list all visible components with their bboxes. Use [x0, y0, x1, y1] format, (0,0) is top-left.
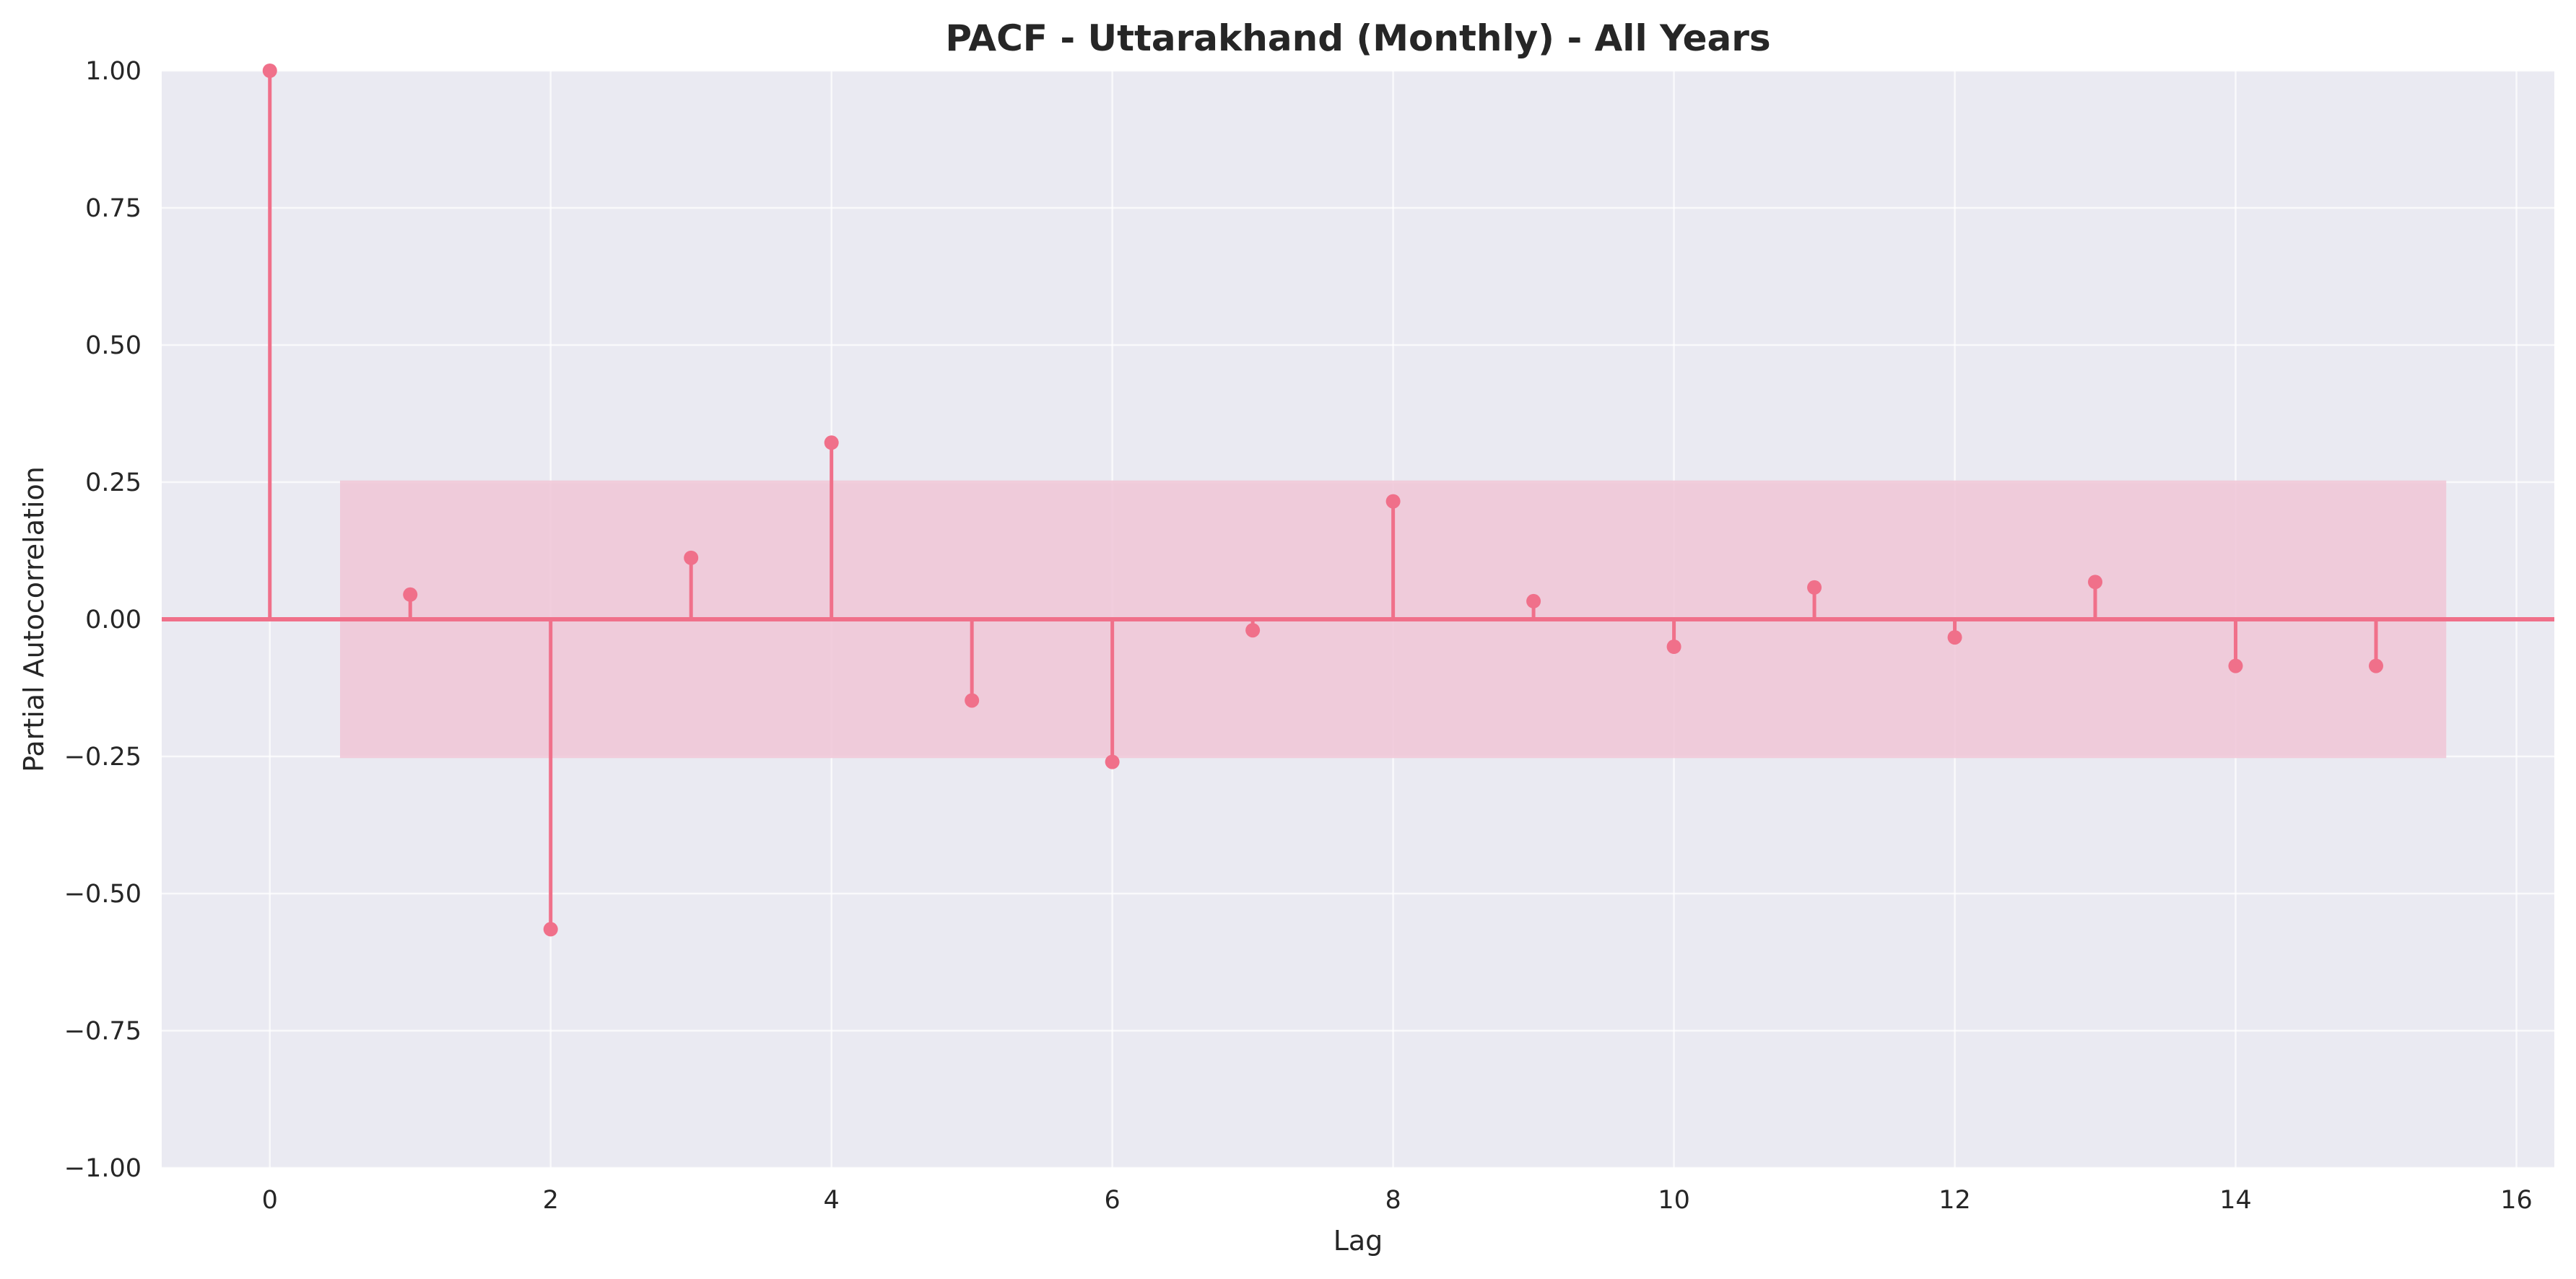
y-tick-label: −1.00 [64, 1154, 142, 1183]
marker-lag-4 [824, 435, 839, 450]
marker-lag-1 [403, 588, 417, 602]
x-tick-label: 16 [2500, 1186, 2533, 1215]
marker-lag-2 [544, 922, 558, 936]
y-tick-label: 1.00 [85, 57, 142, 86]
marker-lag-3 [684, 551, 698, 565]
marker-lag-5 [965, 693, 979, 707]
marker-lag-0 [263, 64, 277, 78]
x-tick-label: 14 [2219, 1186, 2252, 1215]
y-tick-label: −0.25 [64, 743, 142, 772]
x-tick-label: 6 [1105, 1186, 1121, 1215]
y-tick-label: 0.50 [85, 331, 142, 360]
marker-lag-7 [1245, 623, 1260, 637]
marker-lag-15 [2369, 659, 2383, 673]
y-tick-label: 0.00 [85, 606, 142, 634]
y-tick-label: 0.75 [85, 194, 142, 223]
y-tick-label: −0.50 [64, 880, 142, 909]
marker-lag-9 [1526, 594, 1541, 608]
marker-lag-14 [2229, 659, 2243, 673]
x-tick-label: 4 [824, 1186, 840, 1215]
x-tick-label: 10 [1658, 1186, 1690, 1215]
marker-lag-11 [1807, 580, 1822, 595]
marker-lag-13 [2088, 575, 2102, 589]
marker-lag-6 [1105, 755, 1120, 769]
marker-lag-8 [1386, 494, 1401, 509]
chart-title: PACF - Uttarakhand (Monthly) - All Years [945, 17, 1770, 59]
marker-lag-10 [1667, 640, 1681, 654]
y-axis-label: Partial Autocorrelation [18, 466, 50, 772]
x-tick-label: 0 [262, 1186, 278, 1215]
x-tick-label: 12 [1938, 1186, 1971, 1215]
x-tick-label: 2 [543, 1186, 559, 1215]
x-axis-label: Lag [1333, 1225, 1383, 1257]
x-tick-label: 8 [1385, 1186, 1401, 1215]
x-axis-ticks: 0 2 4 6 8 10 12 14 16 [262, 1186, 2533, 1215]
y-tick-label: −0.75 [64, 1017, 142, 1046]
y-axis-ticks: 1.00 0.75 0.50 0.25 0.00 −0.25 −0.50 −0.75 −1.00 [64, 57, 142, 1183]
y-tick-label: 0.25 [85, 468, 142, 497]
marker-lag-12 [1948, 630, 1962, 645]
